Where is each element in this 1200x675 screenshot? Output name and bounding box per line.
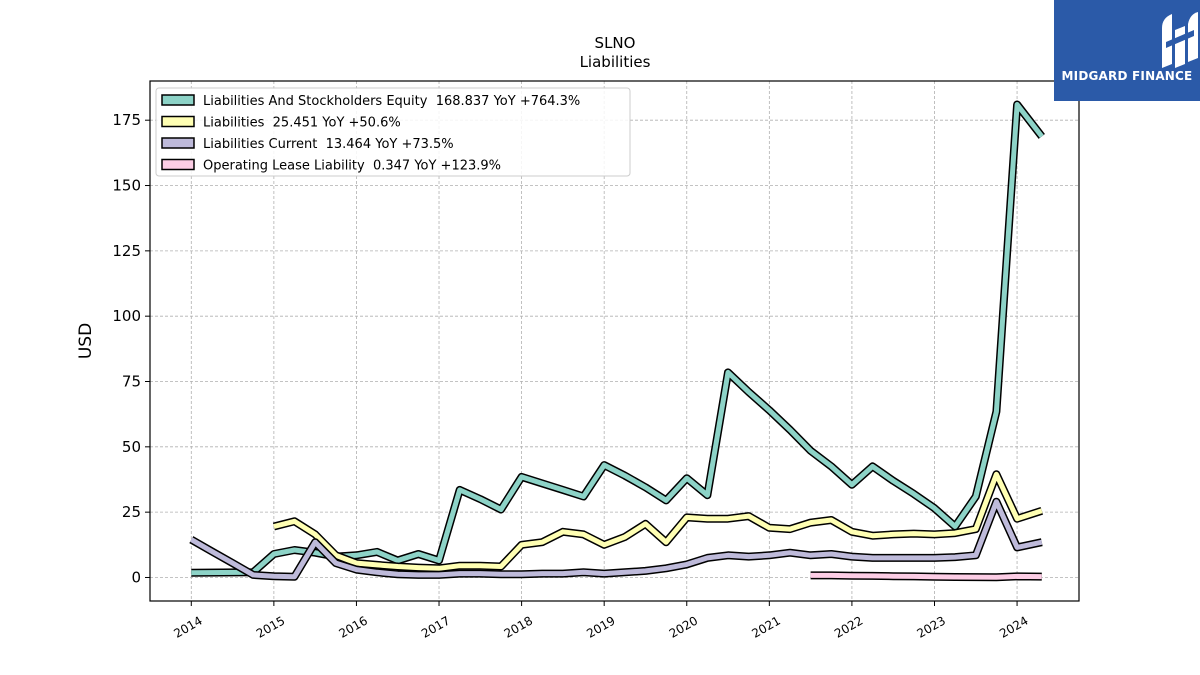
y-tick-label: 125 bbox=[112, 242, 141, 260]
x-tick-label: 2017 bbox=[419, 613, 452, 640]
legend-entry-3: Operating Lease Liability 0.347 YoY +123… bbox=[203, 159, 501, 174]
x-tick-label: 2021 bbox=[749, 613, 782, 640]
plot-frame bbox=[149, 80, 1080, 602]
legend-swatch-2 bbox=[161, 137, 195, 149]
y-tick-label: 25 bbox=[122, 503, 141, 521]
chart-title: SLNO bbox=[595, 34, 636, 52]
series-layer bbox=[189, 100, 1045, 582]
x-tick-label: 2014 bbox=[171, 613, 204, 640]
logo-text: MIDGARD FINANCE bbox=[1061, 69, 1193, 83]
series-line-0 bbox=[191, 102, 1044, 576]
x-tick-label: 2018 bbox=[502, 613, 535, 640]
y-tick-label: 50 bbox=[122, 438, 141, 456]
legend-entry-1: Liabilities 25.451 YoY +50.6% bbox=[203, 116, 401, 131]
y-tick-label: 100 bbox=[112, 307, 141, 325]
x-axis: 2014 2015 2016 2017 2018 2019 2020 2021 2022 2023… bbox=[171, 601, 1031, 641]
y-axis-label: USD bbox=[76, 323, 96, 359]
y-axis: 0 25 50 75 100 125 150 175 bbox=[112, 111, 150, 586]
y-tick-label: 150 bbox=[112, 177, 141, 195]
logo-mark-icon bbox=[1162, 12, 1198, 68]
legend-box bbox=[155, 87, 631, 177]
x-tick-label: 2023 bbox=[915, 613, 948, 640]
y-tick-label: 175 bbox=[112, 111, 141, 129]
chart-subtitle: Liabilities bbox=[580, 53, 651, 71]
y-tick-label: 0 bbox=[131, 568, 141, 586]
legend-entry-2: Liabilities Current 13.464 YoY +73.5% bbox=[203, 137, 454, 152]
legend-swatch-0 bbox=[161, 94, 195, 106]
legend-swatch-3 bbox=[161, 158, 195, 171]
x-tick-label: 2022 bbox=[832, 613, 865, 640]
series-line-3 bbox=[810, 572, 1042, 580]
x-tick-label: 2020 bbox=[667, 613, 700, 640]
brand-logo: MIDGARD FINANCE bbox=[1054, 0, 1200, 101]
series-line-2 bbox=[190, 499, 1043, 580]
x-tick-label: 2015 bbox=[254, 613, 287, 640]
legend: Liabilities And Stockholders Equity 168.… bbox=[155, 87, 631, 177]
series-line-1 bbox=[273, 471, 1043, 571]
y-tick-label: 75 bbox=[122, 373, 141, 391]
legend-swatch-1 bbox=[161, 115, 195, 128]
x-tick-label: 2016 bbox=[336, 613, 369, 640]
x-tick-label: 2019 bbox=[584, 613, 617, 640]
legend-entry-0: Liabilities And Stockholders Equity 168.… bbox=[203, 94, 580, 109]
x-tick-label: 2024 bbox=[997, 613, 1030, 640]
